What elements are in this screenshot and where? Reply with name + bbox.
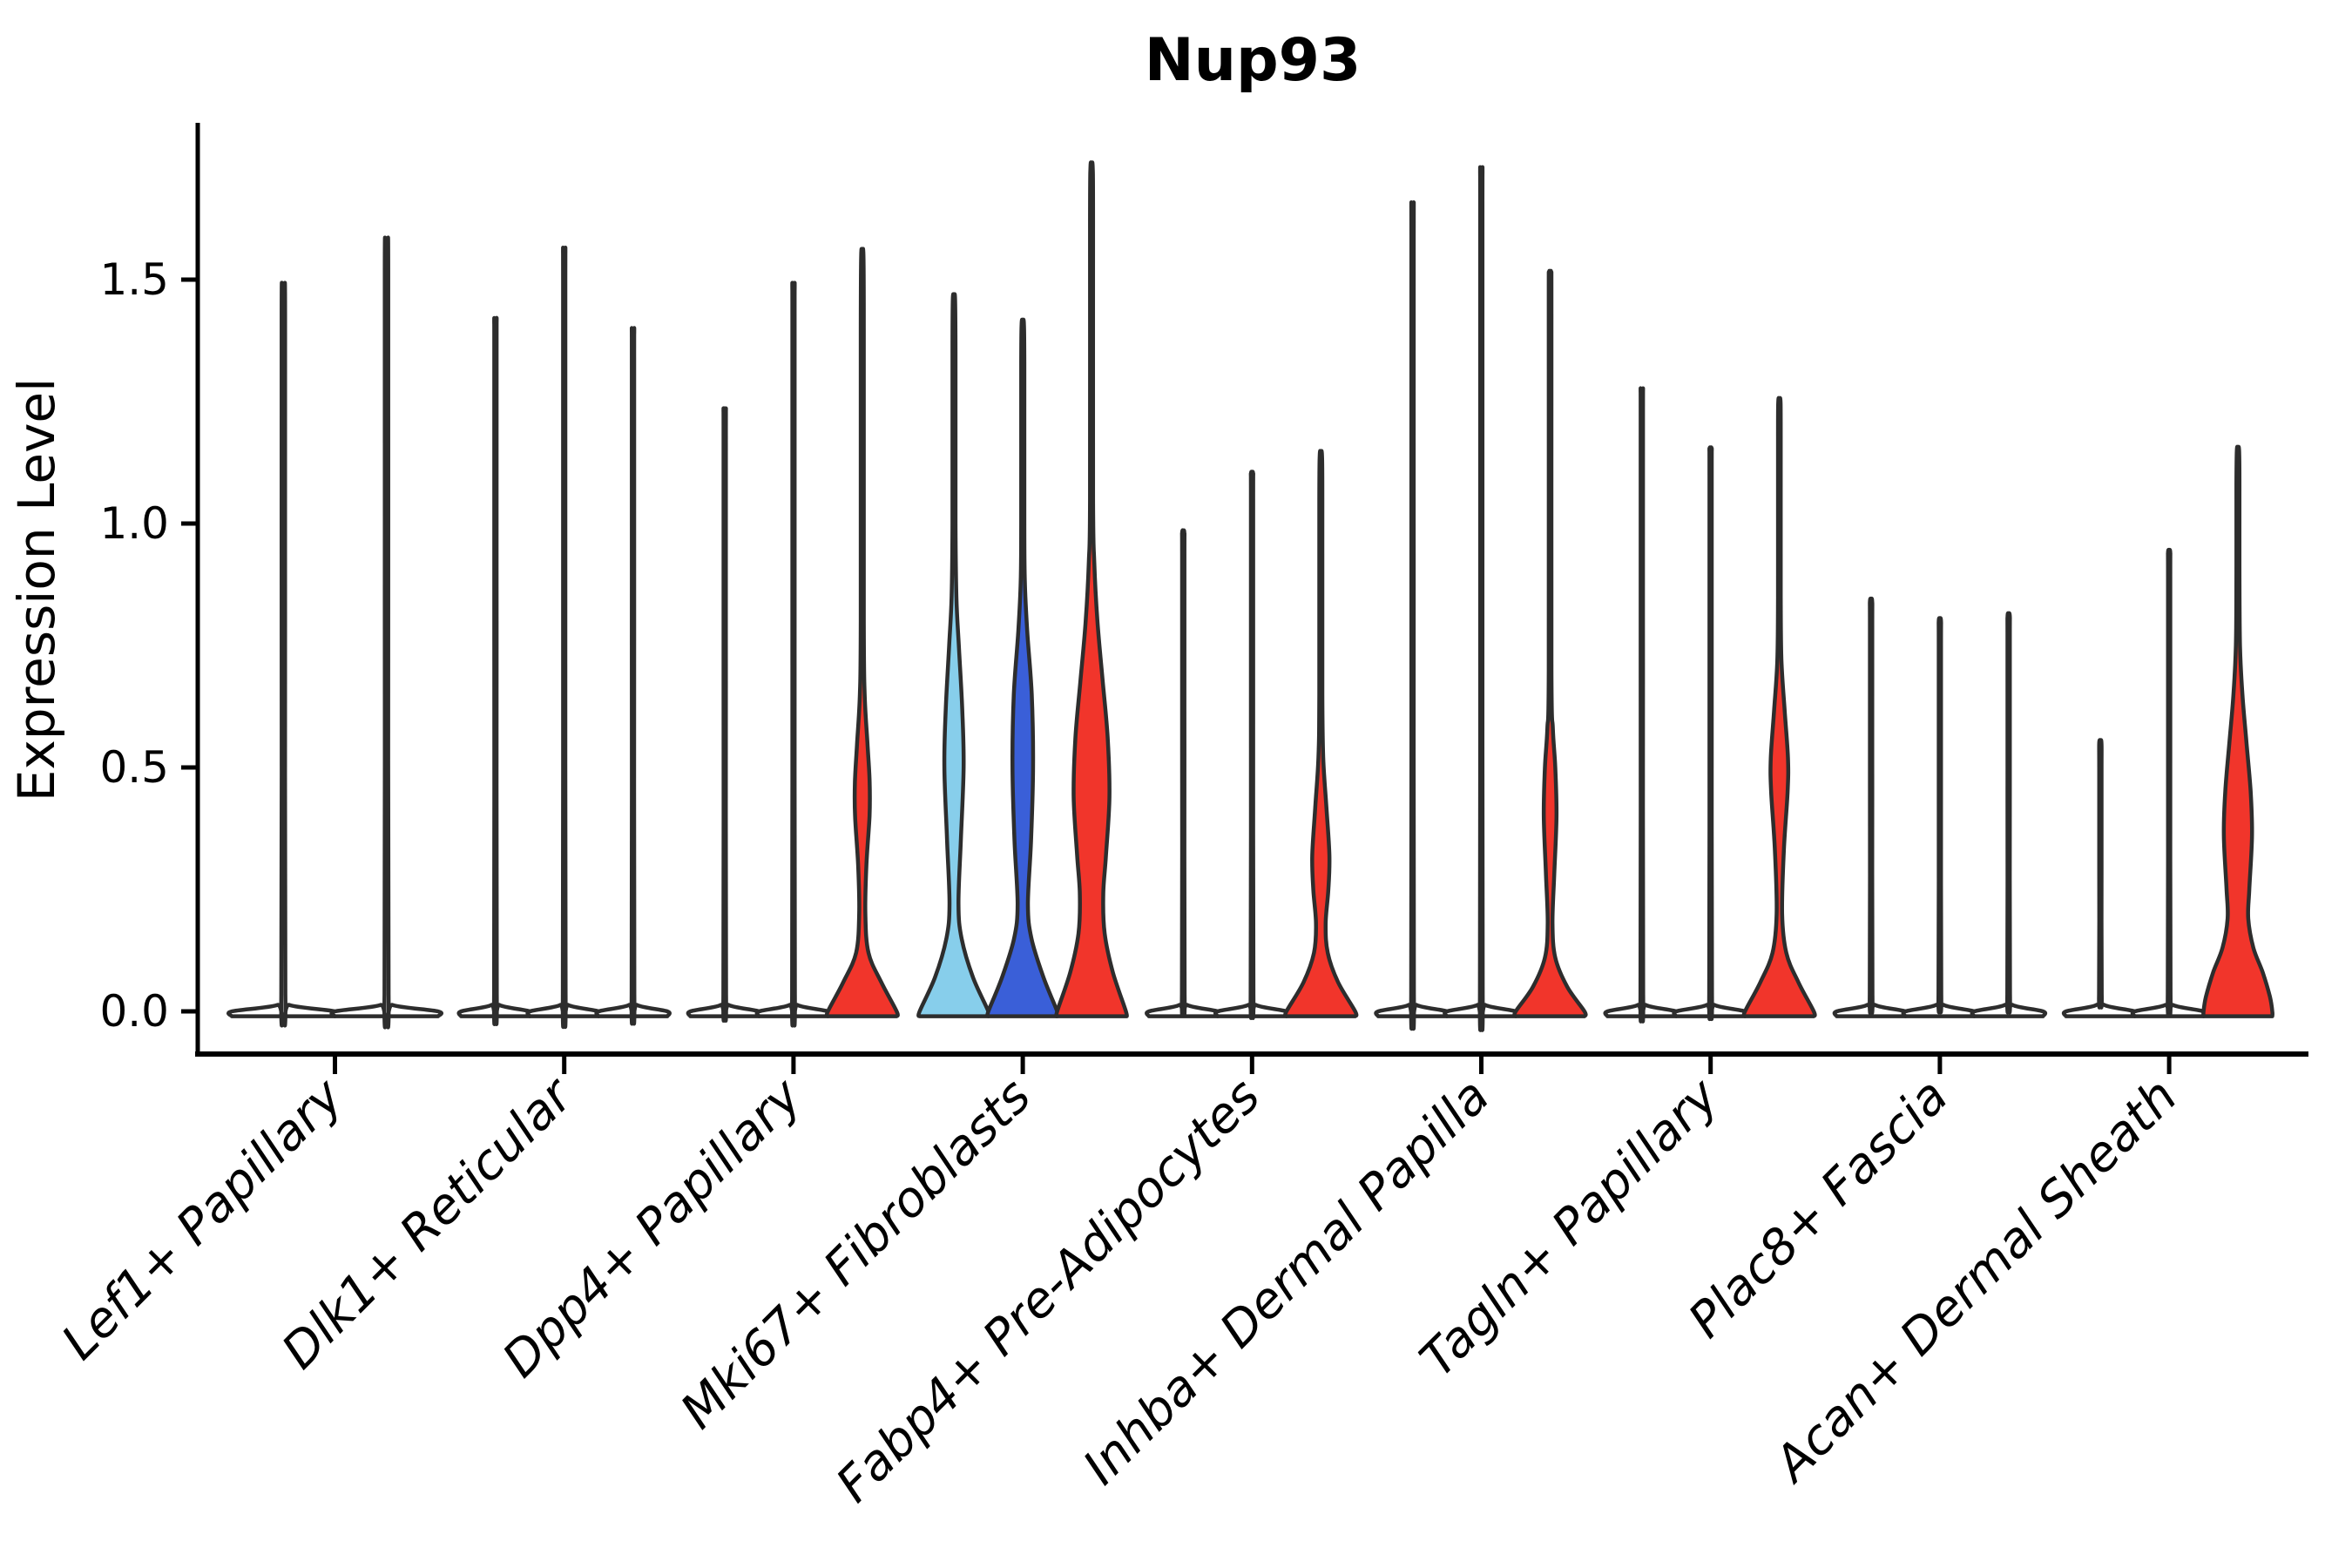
violin-6-0-white <box>1603 386 1680 1024</box>
violin-2-1-white <box>754 280 833 1028</box>
violin-7-1-white <box>1901 616 1979 1018</box>
violin-3-1-dark_blue <box>985 317 1060 1018</box>
violin-5-0-white <box>1374 200 1451 1031</box>
y-tick-label-1: 0.5 <box>99 742 169 793</box>
y-tick-label-3: 1.5 <box>99 254 169 305</box>
violin-1-0-white <box>456 315 534 1026</box>
violin-3-2-red <box>1054 160 1129 1018</box>
violin-2-0-white <box>686 406 764 1023</box>
violin-4-1-white <box>1213 470 1291 1020</box>
violin-1-1-white <box>525 246 603 1030</box>
violin-0-0-white <box>226 280 341 1028</box>
violin-8-1-white <box>2130 547 2208 1018</box>
violin-8-2-red <box>2201 444 2274 1018</box>
violin-6-1-white <box>1672 445 1749 1022</box>
violin-2-2-red <box>824 247 900 1018</box>
violin-3-0-light_blue <box>916 292 992 1018</box>
violin-6-2-red <box>1741 395 1817 1018</box>
violin-0-1-white <box>329 235 443 1030</box>
violin-5-1-white <box>1443 165 1520 1032</box>
violin-8-0-white <box>2061 738 2139 1018</box>
chart-title: Nup93 <box>1145 26 1362 95</box>
violin-4-2-red <box>1283 449 1359 1018</box>
violin-7-0-white <box>1832 596 1910 1018</box>
violin-4-0-white <box>1145 528 1222 1018</box>
violin-7-2-white <box>1970 611 2048 1018</box>
y-axis-label: Expression Level <box>7 378 66 801</box>
y-tick-label-2: 1.0 <box>99 498 169 549</box>
violin-5-2-red <box>1512 268 1588 1018</box>
violin-1-2-white <box>594 326 672 1026</box>
y-tick-label-0: 0.0 <box>99 986 169 1037</box>
